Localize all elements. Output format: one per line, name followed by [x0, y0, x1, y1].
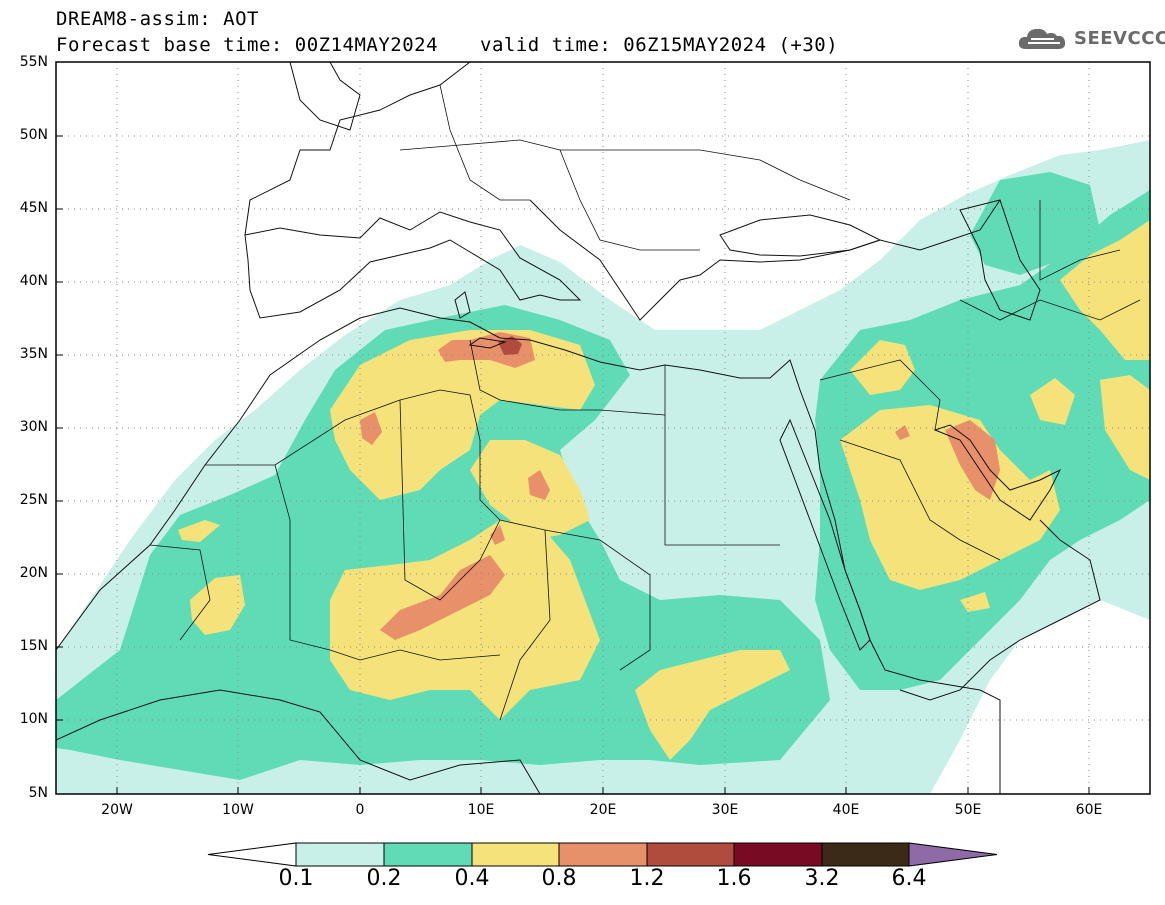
sardinia	[454, 291, 471, 319]
lon-label: 40E	[832, 802, 860, 818]
persian-gulf	[933, 424, 1062, 521]
aot-level-0-4	[635, 650, 790, 760]
black-sea	[719, 214, 882, 257]
lat-label: 35N	[19, 346, 48, 362]
caspian-sea	[959, 199, 1041, 321]
aot-level-0-8	[895, 425, 910, 440]
colorbar-label: 1.2	[629, 866, 665, 891]
aot-level-0-4	[190, 575, 245, 635]
lat-label: 30N	[19, 419, 48, 435]
map-title: DREAM8-assim: AOT	[56, 8, 259, 30]
lon-label: 30E	[711, 802, 739, 818]
lon-label: 0	[355, 802, 365, 818]
valid-time: valid time: 06Z15MAY2024 (+30)	[480, 34, 839, 56]
lat-label: 25N	[19, 492, 48, 508]
logo-text: SEEVCCC	[1074, 28, 1165, 49]
aot-fields	[56, 140, 1150, 794]
europe-coastline	[289, 62, 361, 131]
lat-label: 5N	[28, 785, 48, 801]
aot-level-0-4	[330, 330, 595, 500]
colorbar-label: 1.6	[716, 866, 752, 891]
country-border	[274, 464, 331, 651]
colorbar-cell	[646, 842, 735, 867]
lat-label: 50N	[19, 127, 48, 143]
colorbar-cell	[383, 842, 473, 867]
aot-level-0-4	[850, 340, 915, 395]
lat-label: 55N	[19, 54, 48, 70]
aot-level-0-2	[56, 305, 830, 780]
graticule	[56, 62, 1150, 794]
lat-label: 45N	[19, 200, 48, 216]
lon-label: 50E	[954, 802, 982, 818]
aot-level-0-4	[840, 405, 1060, 590]
europe-coastline	[244, 62, 471, 236]
lat-label: 15N	[19, 638, 48, 654]
colorbar-cell	[733, 842, 823, 867]
lon-label: 60E	[1075, 802, 1103, 818]
aot-level-1-2	[498, 336, 522, 355]
colorbar-cell	[558, 842, 648, 867]
colorbar	[207, 842, 998, 867]
country-border	[205, 389, 546, 531]
colorbar-cell	[207, 842, 297, 867]
lat-label: 10N	[19, 711, 48, 727]
lon-label: 10E	[467, 802, 495, 818]
colorbar-label: 0.1	[278, 866, 314, 891]
colorbar-label: 0.8	[541, 866, 577, 891]
aot-level-0-8	[360, 412, 382, 445]
country-border	[149, 544, 211, 641]
colorbar-label: 0.2	[366, 866, 402, 891]
lat-label: 40N	[19, 273, 48, 289]
colorbar-cell	[295, 842, 385, 867]
country-border	[439, 84, 530, 201]
aot-level-0-4	[330, 520, 600, 720]
country-border	[559, 149, 700, 251]
cloud-icon	[1018, 28, 1066, 49]
country-border	[399, 399, 501, 601]
europe-coastline	[244, 211, 582, 319]
country-border	[959, 299, 1141, 321]
aot-level-0-4	[960, 592, 990, 612]
country-border	[819, 359, 941, 431]
colorbar-cell	[908, 842, 998, 867]
lon-label: 10W	[222, 802, 254, 818]
country-border	[399, 139, 851, 201]
madagascar-sicily	[468, 337, 507, 349]
aot-level-0-4	[1060, 220, 1150, 360]
europe-coastline	[529, 199, 1001, 321]
borders	[149, 84, 1141, 721]
colorbar-cell	[821, 842, 910, 867]
country-border	[329, 649, 501, 661]
country-border	[544, 529, 651, 671]
lat-label: 20N	[19, 565, 48, 581]
africa-coastline	[56, 689, 541, 794]
tick-marks	[56, 61, 1090, 795]
aot-level-0-8	[528, 470, 550, 500]
aot-level-0-8	[490, 525, 505, 545]
country-border	[839, 439, 1001, 561]
aot-level-0-4	[178, 520, 220, 542]
coastlines	[56, 62, 1101, 794]
colorbar-label: 3.2	[804, 866, 840, 891]
seevccc-logo: SEEVCCC	[1016, 22, 1165, 56]
lon-label: 20W	[101, 802, 133, 818]
aot-level-0-2	[970, 172, 1100, 275]
aot-level-0-4	[1030, 378, 1075, 425]
country-border	[499, 529, 551, 721]
country-border	[469, 339, 666, 416]
forecast-base-time: Forecast base time: 00Z14MAY2024	[56, 34, 439, 56]
colorbar-cell	[471, 842, 560, 867]
colorbar-label: 0.4	[454, 866, 490, 891]
country-border	[664, 365, 780, 546]
arabia-coastline	[899, 519, 1101, 701]
colorbar-label: 6.4	[891, 866, 927, 891]
country-border	[1039, 200, 1121, 281]
lon-label: 20E	[589, 802, 617, 818]
red-sea	[779, 418, 871, 651]
